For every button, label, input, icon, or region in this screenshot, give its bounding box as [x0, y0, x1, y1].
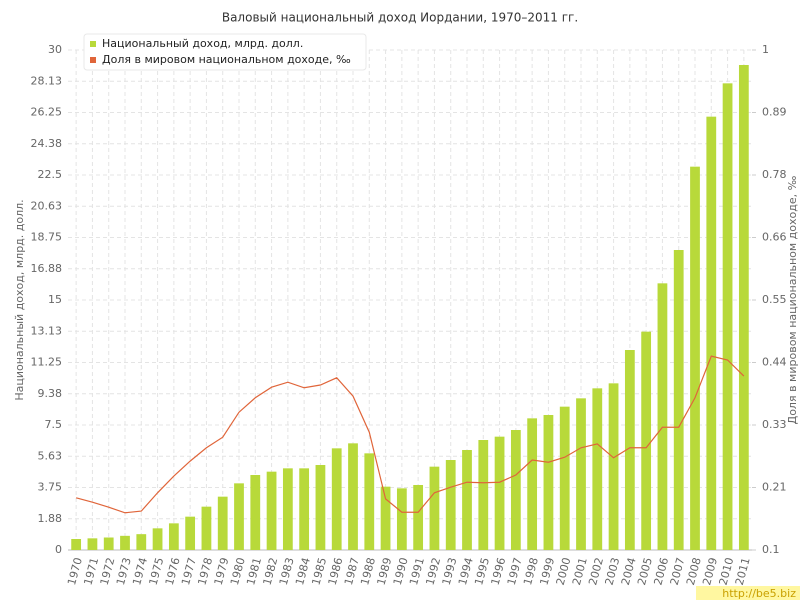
bar — [494, 436, 505, 550]
bar — [380, 486, 391, 550]
bar — [136, 534, 147, 550]
bar — [641, 331, 652, 550]
y-axis-title: Национальный доход, млрд. долл. — [13, 199, 26, 400]
bar — [185, 516, 196, 550]
bar — [576, 398, 586, 550]
bar — [331, 448, 342, 550]
bar — [282, 468, 293, 550]
bar — [543, 415, 554, 550]
y-tick-label: 18.75 — [31, 231, 63, 244]
bar — [71, 539, 82, 550]
bar — [673, 250, 684, 550]
bar — [266, 471, 277, 550]
bar — [624, 350, 635, 550]
y2-tick-label: 0.89 — [762, 106, 787, 119]
y-tick-label: 1.88 — [38, 512, 63, 525]
bar — [168, 523, 179, 550]
bar — [348, 443, 358, 550]
bar — [738, 65, 749, 550]
bar — [201, 506, 212, 550]
y2-tick-label: 0.55 — [762, 293, 787, 306]
footer: http://be5.biz — [722, 587, 796, 600]
bar — [690, 166, 700, 550]
y-tick-label: 7.5 — [45, 418, 63, 431]
bar — [445, 460, 456, 550]
y-tick-label: 13.13 — [31, 324, 63, 337]
legend-swatch — [90, 41, 96, 47]
bar — [527, 418, 538, 550]
line — [75, 355, 745, 514]
y2-tick-label: 0.44 — [762, 356, 787, 369]
y-tick-label: 9.38 — [38, 387, 63, 400]
y-tick-label: 0 — [55, 543, 62, 556]
y2-tick-label: 0.78 — [762, 168, 787, 181]
bar — [120, 535, 130, 550]
bar — [413, 485, 424, 550]
y-tick-label: 3.75 — [38, 481, 63, 494]
bar — [722, 83, 733, 550]
y-tick-label: 15 — [48, 293, 62, 306]
bar — [462, 450, 472, 550]
y-tick-label: 16.88 — [31, 262, 63, 275]
y-tick-label: 22.5 — [38, 168, 63, 181]
bar — [478, 440, 489, 550]
bar — [103, 537, 114, 550]
y2-tick-label: 1 — [762, 43, 769, 56]
legend-label: Доля в мировом национальном доходе, ‰ — [102, 53, 351, 66]
bar — [510, 430, 521, 550]
y2-tick-label: 0.33 — [762, 418, 787, 431]
bar — [234, 483, 244, 550]
bar — [299, 468, 310, 550]
bar — [608, 383, 619, 550]
bar — [217, 496, 228, 550]
bar — [396, 488, 407, 550]
legend: Национальный доход, млрд. долл. Доля в ми… — [83, 33, 367, 71]
legend-label: Национальный доход, млрд. долл. — [102, 37, 303, 50]
y-tick-label: 20.63 — [31, 199, 63, 212]
y-tick-label: 30 — [48, 43, 62, 56]
bar — [315, 465, 326, 550]
y2-axis-title: Доля в мировом национальном доходе, ‰ — [786, 175, 799, 424]
bar — [364, 453, 375, 550]
footer-bg — [696, 586, 800, 600]
bar — [250, 475, 261, 550]
y-tick-label: 26.25 — [31, 106, 63, 119]
y2-tick-label: 0.1 — [762, 543, 780, 556]
bar — [592, 388, 603, 550]
bar — [559, 406, 570, 550]
bar — [429, 466, 440, 550]
bar — [706, 116, 717, 551]
chart-title: Валовый национальный доход Иордании, 197… — [222, 11, 578, 25]
bar — [87, 538, 98, 550]
y-tick-label: 24.38 — [31, 137, 63, 150]
y-tick-label: 5.63 — [38, 449, 63, 462]
bar — [152, 528, 163, 550]
y-tick-label: 28.13 — [31, 74, 63, 87]
y-tick-label: 11.25 — [31, 356, 63, 369]
y2-tick-label: 0.66 — [762, 231, 787, 244]
bar — [657, 283, 668, 550]
y2-tick-label: 0.21 — [762, 481, 787, 494]
legend-swatch — [90, 57, 96, 63]
legend-box — [83, 33, 367, 71]
